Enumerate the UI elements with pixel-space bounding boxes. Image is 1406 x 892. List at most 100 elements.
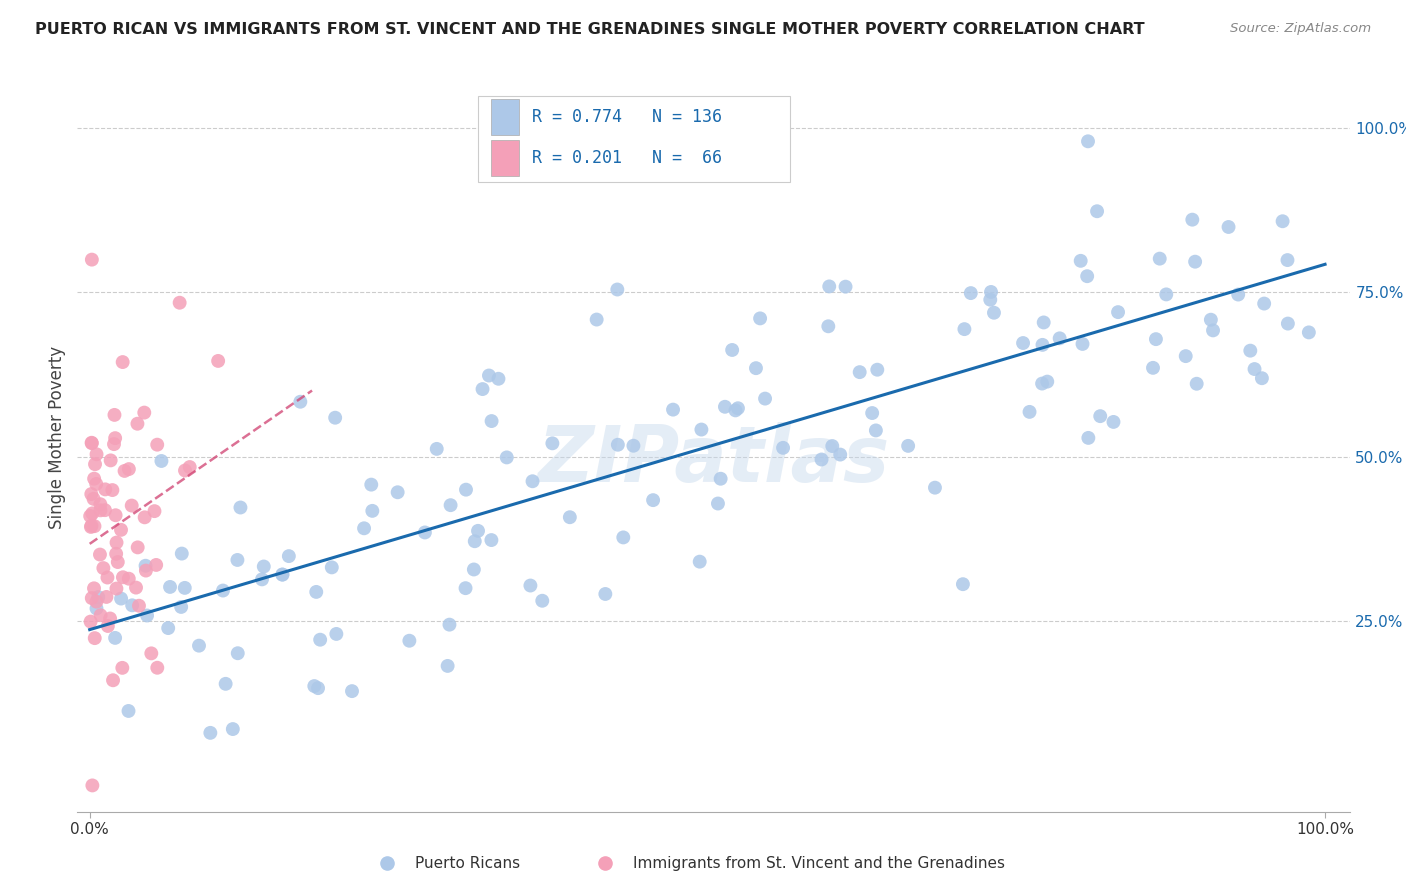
- Point: [80, 487, 103, 501]
- Point: [541, 436, 564, 450]
- Point: [1049, 331, 1071, 345]
- Point: [1107, 305, 1129, 319]
- Point: [818, 279, 841, 293]
- Point: [84, 457, 107, 471]
- Point: [114, 464, 136, 478]
- Point: [173, 581, 195, 595]
- Point: [118, 462, 141, 476]
- Point: [212, 583, 235, 598]
- Y-axis label: Single Mother Poverty: Single Mother Poverty: [48, 345, 66, 529]
- Point: [79, 509, 101, 524]
- Point: [1243, 362, 1265, 376]
- Point: [519, 578, 541, 592]
- Point: [710, 472, 733, 486]
- Point: [135, 564, 157, 578]
- Point: [82, 779, 104, 793]
- Point: [80, 520, 103, 534]
- Point: [83, 582, 105, 596]
- Point: [100, 453, 122, 467]
- Point: [136, 608, 159, 623]
- Point: [82, 507, 104, 521]
- Point: [325, 627, 347, 641]
- Point: [612, 530, 634, 544]
- Point: [207, 354, 229, 368]
- Point: [226, 553, 249, 567]
- Point: [1149, 252, 1171, 266]
- Point: [101, 673, 124, 688]
- Point: [146, 661, 169, 675]
- Point: [87, 590, 110, 604]
- Point: [169, 295, 191, 310]
- Point: [110, 591, 132, 606]
- Point: [80, 252, 103, 267]
- Point: [481, 533, 503, 547]
- Bar: [491, 140, 519, 176]
- Point: [107, 555, 129, 569]
- Point: [817, 319, 839, 334]
- Point: [585, 312, 607, 326]
- Point: [745, 361, 768, 376]
- Point: [689, 555, 711, 569]
- Point: [170, 547, 193, 561]
- Point: [353, 521, 375, 535]
- Point: [89, 497, 111, 511]
- Point: [953, 322, 976, 336]
- Point: [94, 503, 117, 517]
- Point: [89, 548, 111, 562]
- Point: [643, 493, 665, 508]
- Point: [454, 483, 477, 497]
- Point: [418, 757, 440, 772]
- Text: Immigrants from St. Vincent and the Grenadines: Immigrants from St. Vincent and the Gren…: [633, 856, 1005, 871]
- Point: [305, 585, 328, 599]
- Point: [111, 570, 134, 584]
- Point: [1277, 253, 1299, 268]
- Point: [121, 599, 143, 613]
- Point: [141, 646, 163, 660]
- Point: [103, 437, 125, 451]
- Text: PUERTO RICAN VS IMMIGRANTS FROM ST. VINCENT AND THE GRENADINES SINGLE MOTHER POV: PUERTO RICAN VS IMMIGRANTS FROM ST. VINC…: [35, 22, 1144, 37]
- Point: [754, 392, 776, 406]
- Point: [772, 441, 794, 455]
- Text: Source: ZipAtlas.com: Source: ZipAtlas.com: [1230, 22, 1371, 36]
- Point: [96, 590, 118, 604]
- Point: [979, 293, 1001, 307]
- Point: [84, 477, 107, 491]
- Point: [980, 285, 1002, 299]
- Point: [662, 402, 685, 417]
- Point: [86, 447, 108, 461]
- Point: [439, 498, 461, 512]
- Point: [1174, 349, 1197, 363]
- Point: [104, 431, 127, 445]
- Point: [488, 372, 510, 386]
- Point: [860, 406, 883, 420]
- Point: [606, 438, 628, 452]
- Point: [83, 491, 105, 506]
- Point: [128, 599, 150, 613]
- Point: [104, 631, 127, 645]
- Point: [89, 503, 111, 517]
- Point: [361, 504, 384, 518]
- Point: [1036, 375, 1059, 389]
- Point: [558, 510, 581, 524]
- Point: [145, 558, 167, 572]
- Point: [1031, 338, 1053, 352]
- Point: [531, 593, 554, 607]
- Point: [606, 283, 628, 297]
- Point: [436, 659, 458, 673]
- Point: [724, 403, 747, 417]
- Point: [253, 559, 276, 574]
- Point: [80, 435, 103, 450]
- Point: [143, 504, 166, 518]
- Point: [83, 472, 105, 486]
- Point: [214, 677, 236, 691]
- Point: [623, 439, 645, 453]
- Point: [834, 279, 856, 293]
- Point: [93, 561, 115, 575]
- Point: [1012, 336, 1035, 351]
- Point: [321, 560, 343, 574]
- Point: [707, 496, 730, 510]
- Point: [125, 581, 148, 595]
- Point: [1253, 296, 1275, 310]
- Point: [174, 463, 197, 477]
- Point: [309, 632, 332, 647]
